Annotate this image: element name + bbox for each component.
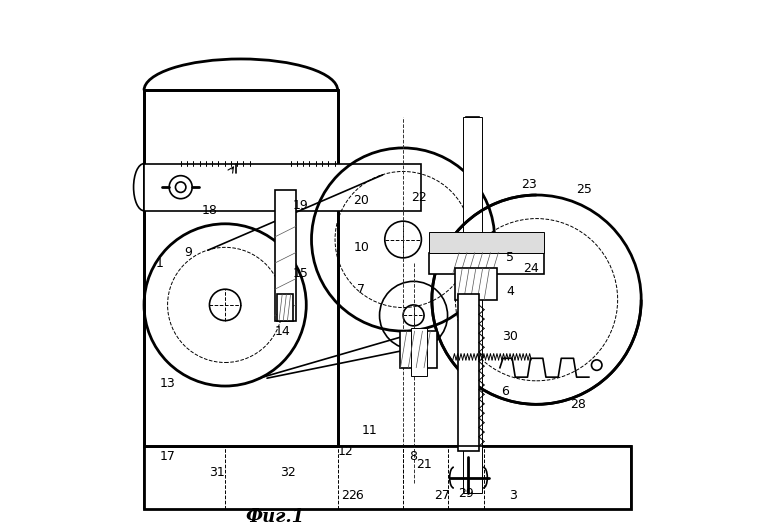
Text: 31: 31 — [209, 466, 225, 479]
Bar — [463, 116, 481, 494]
Text: 8: 8 — [410, 450, 417, 463]
Bar — [275, 190, 296, 321]
Text: 25: 25 — [576, 183, 591, 196]
Text: 26: 26 — [348, 489, 363, 503]
Text: 18: 18 — [201, 204, 218, 217]
Text: 14: 14 — [275, 325, 291, 338]
Text: 1: 1 — [156, 257, 164, 270]
Text: 7: 7 — [357, 282, 365, 296]
Bar — [400, 331, 437, 368]
Text: 32: 32 — [280, 466, 296, 479]
Text: 28: 28 — [570, 398, 587, 411]
Bar — [411, 329, 427, 376]
Bar — [278, 295, 293, 321]
Bar — [144, 90, 338, 446]
Text: 13: 13 — [160, 377, 176, 390]
Text: 21: 21 — [417, 458, 432, 471]
Text: 11: 11 — [361, 424, 377, 437]
Text: 20: 20 — [353, 194, 369, 207]
Text: 24: 24 — [523, 262, 539, 275]
Bar — [458, 295, 479, 451]
Bar — [466, 116, 479, 494]
Text: 5: 5 — [506, 251, 514, 264]
Text: 6: 6 — [502, 385, 509, 398]
Text: 3: 3 — [509, 489, 517, 503]
Text: 30: 30 — [502, 330, 518, 343]
Bar — [429, 252, 544, 273]
Text: Фиг.1: Фиг.1 — [245, 508, 304, 526]
Text: 10: 10 — [353, 241, 369, 254]
Text: 4: 4 — [506, 285, 514, 298]
Bar — [429, 232, 544, 252]
Text: 27: 27 — [434, 489, 450, 503]
Bar — [456, 268, 498, 300]
Text: 19: 19 — [293, 199, 309, 212]
Text: 9: 9 — [185, 246, 193, 259]
Text: 2: 2 — [342, 489, 349, 503]
Bar — [144, 163, 421, 211]
Bar — [144, 446, 631, 509]
Text: 12: 12 — [338, 445, 353, 458]
Text: 22: 22 — [411, 191, 427, 204]
Text: 29: 29 — [458, 487, 473, 500]
Text: 15: 15 — [293, 267, 309, 280]
Text: 17: 17 — [160, 450, 176, 463]
Text: 23: 23 — [521, 178, 537, 191]
